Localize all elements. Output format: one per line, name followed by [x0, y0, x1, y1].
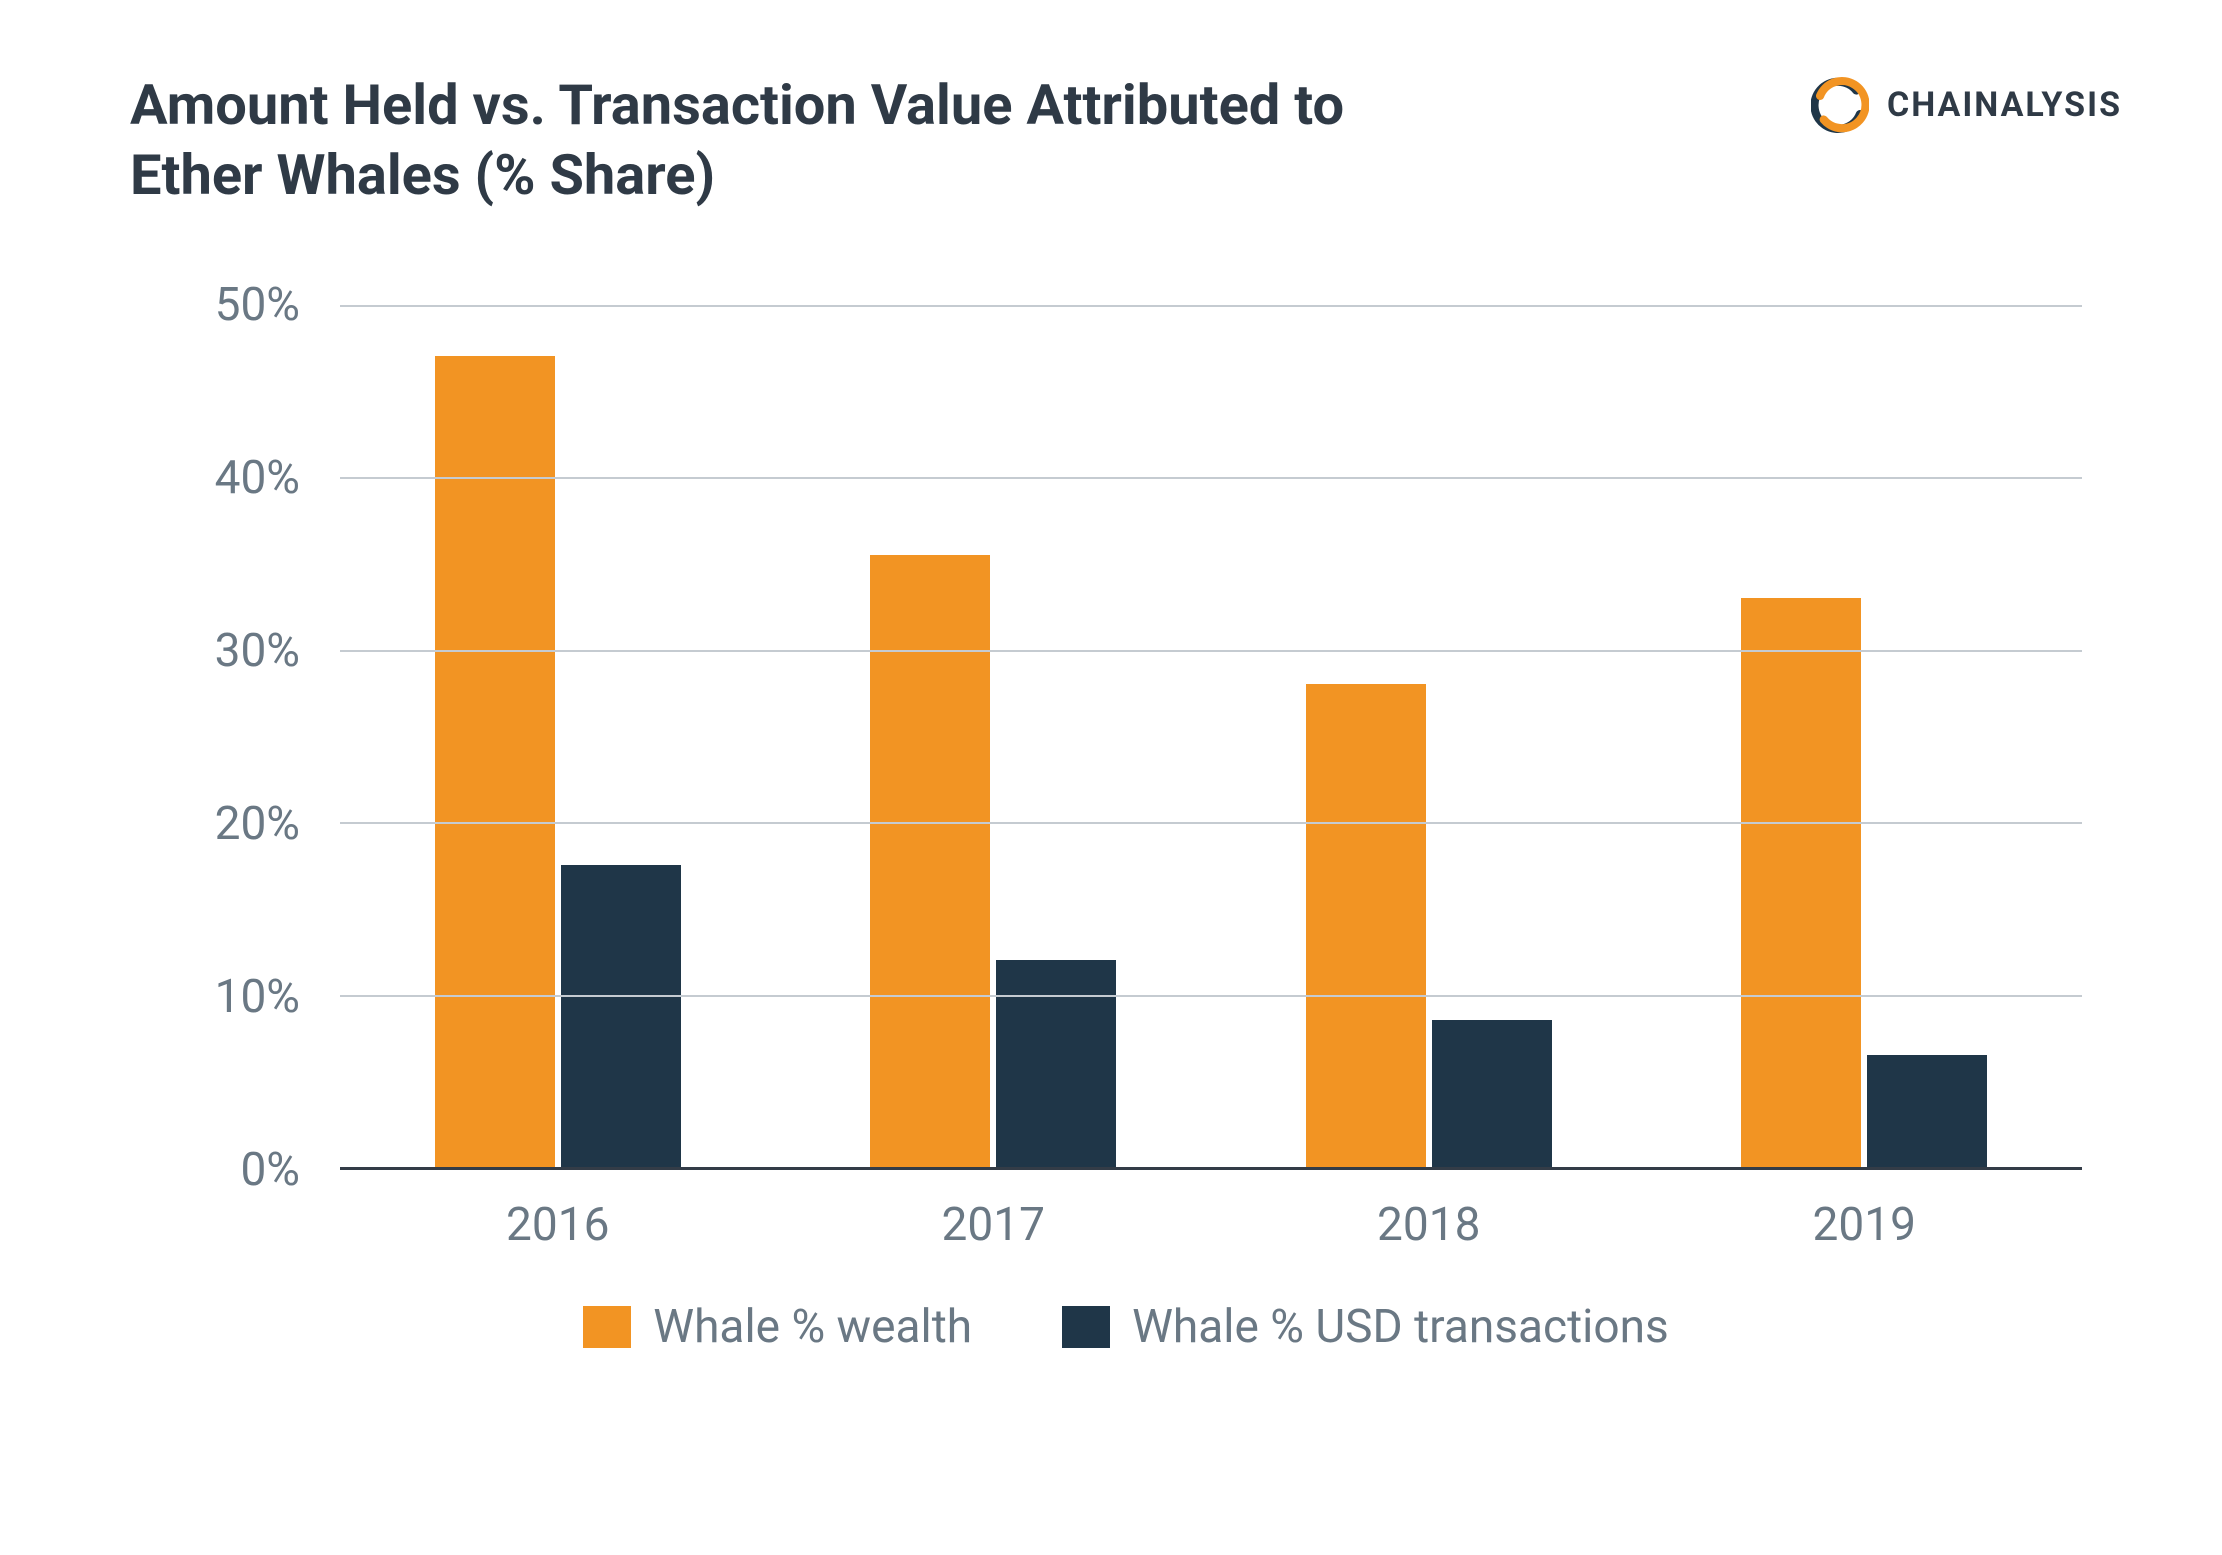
- y-tick-label: 30%: [215, 624, 300, 678]
- bar-group: [1647, 270, 2083, 1167]
- bar: [1867, 1055, 1987, 1167]
- x-tick-label: 2017: [776, 1180, 1212, 1250]
- brand: CHAINALYSIS: [1811, 76, 2122, 134]
- y-axis: 0%10%20%30%40%50%: [170, 270, 320, 1170]
- legend-swatch: [583, 1306, 631, 1348]
- bar: [561, 865, 681, 1167]
- y-tick-label: 10%: [215, 970, 300, 1024]
- bar-group: [340, 270, 776, 1167]
- x-axis: 2016201720182019: [340, 1180, 2082, 1250]
- chart: 0% 10% 20% 30% 40% 50% 2016201720182019: [170, 270, 2082, 1250]
- x-tick-label: 2018: [1211, 1180, 1647, 1250]
- bar: [1306, 684, 1426, 1167]
- brand-logo-icon: [1811, 76, 1869, 134]
- x-tick-label: 2019: [1647, 1180, 2083, 1250]
- bar: [996, 960, 1116, 1167]
- gridline: [340, 305, 2082, 307]
- legend-swatch: [1062, 1306, 1110, 1348]
- legend-label: Whale % USD transactions: [1132, 1300, 1669, 1354]
- legend-item: Whale % wealth: [583, 1300, 972, 1354]
- legend-label: Whale % wealth: [653, 1300, 972, 1354]
- legend-item: Whale % USD transactions: [1062, 1300, 1669, 1354]
- bar-groups: [340, 270, 2082, 1167]
- legend: Whale % wealth Whale % USD transactions: [130, 1300, 2122, 1354]
- y-tick-label: 50%: [215, 278, 300, 332]
- bar-group: [1211, 270, 1647, 1167]
- bar: [1741, 598, 1861, 1167]
- bar: [1432, 1020, 1552, 1167]
- gridline: [340, 650, 2082, 652]
- header: Amount Held vs. Transaction Value Attrib…: [130, 70, 2122, 210]
- y-tick-label: 20%: [215, 797, 300, 851]
- y-tick-label: 0%: [240, 1143, 300, 1197]
- bar: [870, 555, 990, 1167]
- x-tick-label: 2016: [340, 1180, 776, 1250]
- gridline: [340, 995, 2082, 997]
- gridline: [340, 822, 2082, 824]
- chart-title: Amount Held vs. Transaction Value Attrib…: [130, 70, 1430, 210]
- brand-name: CHAINALYSIS: [1887, 85, 2122, 125]
- gridline: [340, 477, 2082, 479]
- bar-group: [776, 270, 1212, 1167]
- plot-area: [340, 270, 2082, 1170]
- y-tick-label: 40%: [215, 451, 300, 505]
